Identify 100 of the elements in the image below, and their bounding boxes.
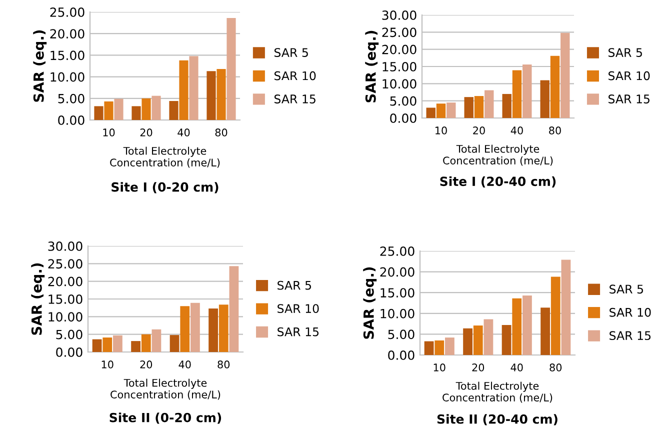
- y-tick-label: 20.00: [380, 267, 414, 277]
- x-tick-label: 40: [510, 364, 523, 372]
- bar: [102, 338, 112, 352]
- y-axis-title: SAR (eq.): [363, 267, 377, 339]
- bar: [446, 102, 456, 118]
- bar: [141, 334, 151, 352]
- legend-label: SAR 5: [608, 48, 642, 57]
- x-axis-title: Total Electrolyte Concentration (me/L): [443, 144, 553, 166]
- legend-label: SAR 10: [610, 308, 651, 317]
- bar: [170, 335, 180, 352]
- bar: [104, 101, 114, 120]
- bar: [114, 98, 124, 120]
- x-axis-title: Total Electrolyte Concentration (me/L): [110, 378, 220, 400]
- x-tick-label: 40: [510, 126, 523, 134]
- bar: [142, 98, 151, 120]
- bar: [560, 32, 570, 118]
- x-axis-title: Total Electrolyte Concentration (me/L): [110, 146, 220, 168]
- x-tick-label: 20: [473, 126, 485, 134]
- y-tick-label: 15.00: [380, 288, 414, 298]
- bar: [512, 298, 522, 355]
- y-tick-label: 5.00: [58, 94, 84, 104]
- y-axis-title: SAR (eq.): [33, 30, 47, 102]
- y-tick-label: 5.00: [390, 96, 416, 106]
- y-tick-label: 10.00: [50, 72, 84, 82]
- bar: [216, 69, 226, 120]
- legend-label: SAR 5: [278, 280, 312, 290]
- y-tick-label: 20.00: [382, 44, 416, 54]
- y-tick-label: 20.00: [48, 276, 82, 286]
- legend-label: SAR 15: [274, 94, 316, 104]
- y-tick-label: 25.00: [48, 259, 82, 269]
- y-tick-label: 5.00: [388, 330, 414, 340]
- x-tick-label: 80: [218, 360, 230, 368]
- bar: [169, 100, 178, 120]
- bar: [152, 329, 162, 352]
- bar: [132, 106, 141, 120]
- x-tick-label: 40: [178, 360, 191, 368]
- x-tick-label: 20: [140, 360, 152, 368]
- x-tick-label: 20: [140, 128, 152, 136]
- bar: [190, 302, 200, 352]
- y-tick-label: 0.00: [390, 113, 416, 123]
- bar: [218, 304, 228, 352]
- text: Site II (0-20 cm): [110, 412, 222, 424]
- y-tick-label: 10.00: [380, 308, 414, 318]
- y-tick-label: 0.00: [388, 350, 414, 360]
- bar: [484, 319, 494, 355]
- y-tick-label: 25.00: [380, 246, 414, 256]
- bar: [464, 97, 474, 118]
- bar: [229, 266, 239, 352]
- bar: [474, 96, 484, 118]
- y-tick-label: 15.00: [382, 62, 416, 72]
- y-tick-label: 30.00: [48, 241, 82, 251]
- x-tick-label: 10: [434, 364, 446, 372]
- y-tick-label: 15.00: [48, 294, 82, 304]
- bar: [180, 306, 190, 352]
- bar: [94, 106, 104, 120]
- bar: [131, 341, 140, 352]
- y-tick-label: 0.00: [56, 347, 82, 357]
- text: Site I (20-40 cm): [440, 176, 556, 188]
- legend-label: SAR 10: [608, 71, 650, 80]
- y-tick-label: 30.00: [382, 10, 416, 20]
- bar: [436, 104, 446, 118]
- y-tick-label: 20.00: [50, 29, 84, 39]
- bar: [502, 325, 512, 355]
- bar: [512, 70, 522, 118]
- bar: [445, 338, 454, 355]
- legend-label: SAR 10: [274, 71, 316, 80]
- bar: [484, 90, 494, 118]
- x-tick-label: 20: [472, 364, 484, 372]
- text: Site I (0-20 cm): [112, 182, 218, 194]
- bar: [179, 60, 188, 120]
- x-tick-label: 80: [550, 364, 562, 372]
- x-tick-label: 80: [549, 126, 561, 134]
- bar: [502, 94, 512, 118]
- bar: [426, 108, 436, 118]
- y-axis-title: SAR (eq.): [31, 263, 45, 335]
- x-axis-title: Total Electrolyte Concentration (me/L): [442, 382, 552, 403]
- legend-label: SAR 10: [278, 304, 319, 314]
- bar: [550, 276, 560, 355]
- bar: [522, 296, 532, 355]
- bar: [152, 96, 161, 120]
- x-tick-label: 10: [103, 128, 115, 136]
- bar: [463, 328, 472, 355]
- bar: [113, 335, 122, 352]
- y-tick-label: 0.00: [58, 115, 84, 125]
- bar: [550, 56, 560, 118]
- legend-label: SAR 15: [610, 331, 651, 340]
- y-tick-label: 25.00: [382, 28, 416, 38]
- legend-label: SAR 5: [274, 48, 308, 57]
- bar: [561, 260, 571, 355]
- bar: [424, 341, 434, 355]
- y-tick-label: 15.00: [50, 50, 84, 60]
- legend-label: SAR 5: [610, 284, 644, 294]
- y-tick-label: 10.00: [382, 79, 416, 89]
- x-tick-label: 10: [436, 126, 447, 134]
- y-tick-label: 10.00: [48, 312, 82, 322]
- bar: [226, 18, 236, 120]
- bar: [189, 56, 198, 120]
- y-tick-label: 5.00: [56, 330, 82, 340]
- bar: [434, 340, 444, 355]
- y-tick-label: 25.00: [50, 7, 84, 17]
